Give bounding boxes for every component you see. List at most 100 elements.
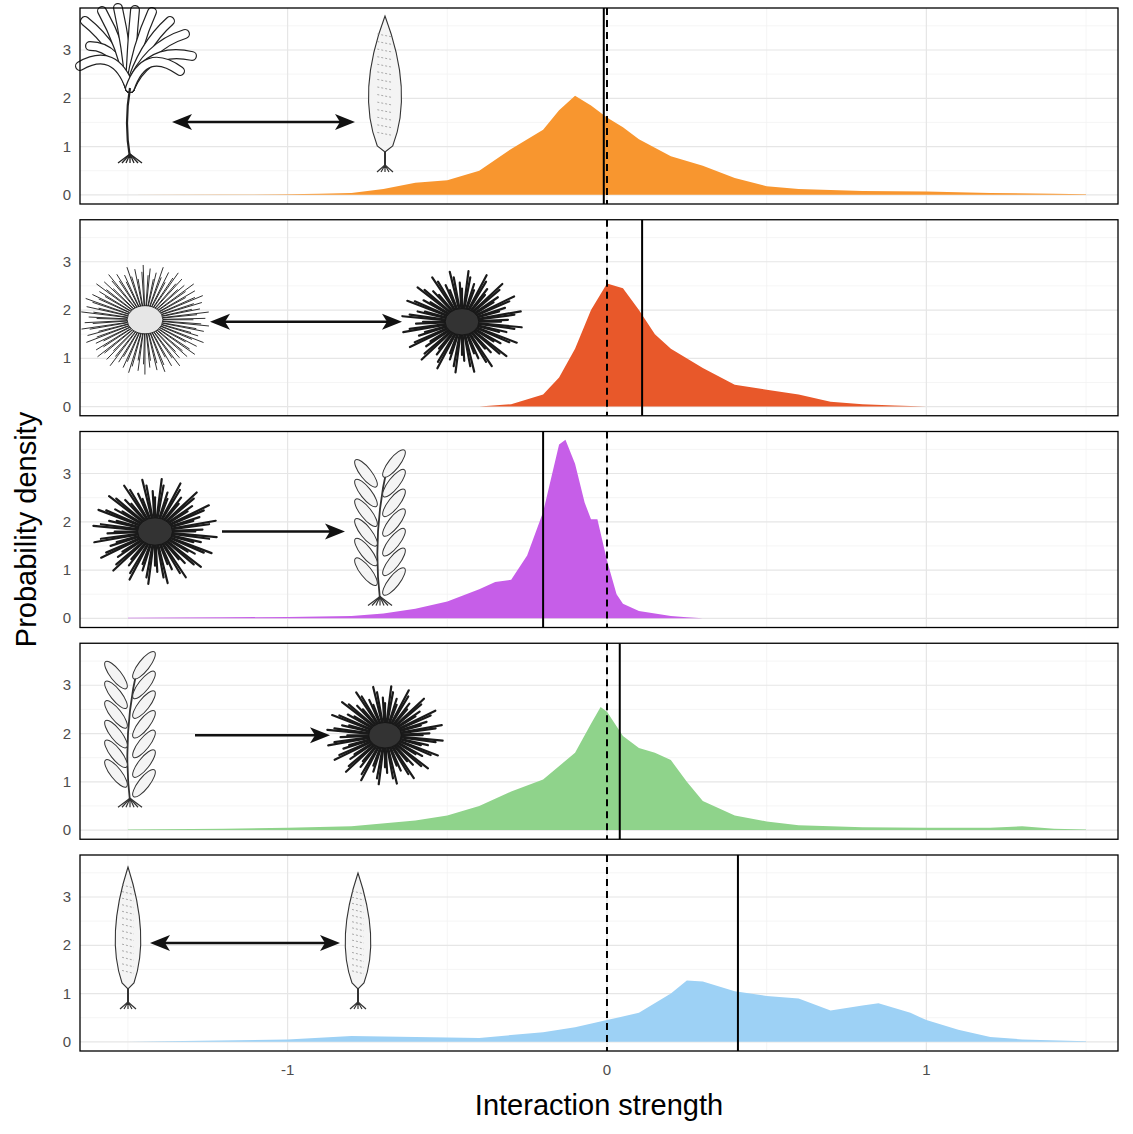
grid — [80, 855, 1118, 1051]
icon-spine — [156, 545, 158, 572]
icon-texture — [377, 42, 392, 45]
icon-spine — [477, 320, 508, 321]
icon-holdfast — [118, 798, 130, 807]
icon-spine — [170, 521, 216, 529]
grid-line-minor — [80, 285, 1118, 286]
icon-holdfast — [126, 798, 130, 807]
grid-line — [80, 473, 1118, 474]
icon-spine — [463, 334, 465, 360]
icon-texture — [352, 897, 364, 900]
icon-holdfast — [385, 165, 393, 172]
grid-line — [287, 220, 288, 416]
icon-arrow-head — [210, 314, 230, 330]
grid-line-minor — [1086, 643, 1087, 839]
icon-texture — [352, 916, 364, 919]
marks — [128, 855, 1086, 1051]
grid-line-minor — [1086, 432, 1087, 628]
icon-blade-lamina — [115, 867, 141, 989]
icon-texture — [377, 125, 392, 128]
icon-spine — [334, 737, 370, 742]
panel-frame — [80, 432, 1118, 628]
grid-line-minor — [766, 643, 767, 839]
grid-line — [287, 855, 288, 1051]
grid-line-minor — [80, 969, 1118, 970]
icon-texture — [352, 971, 364, 974]
icon-holdfast — [130, 154, 142, 163]
icon-spine — [465, 334, 474, 371]
icon-holdfast — [122, 154, 130, 163]
icon-spine — [158, 544, 167, 583]
icon-bushy-kelp — [80, 8, 192, 163]
icon-urchin — [82, 265, 209, 374]
y-tick-label: 1 — [63, 985, 71, 1002]
marks — [128, 8, 1086, 204]
icon-texture — [377, 132, 392, 135]
chart: 01230123012301230123-101Interaction stre… — [0, 0, 1133, 1134]
y-tick-label: 1 — [63, 561, 71, 578]
icon-frond-outline — [130, 34, 185, 88]
icon-spine — [377, 692, 383, 723]
icon-spine — [410, 324, 448, 329]
icon-frond-outline — [80, 60, 130, 88]
icon-branch-kelp — [351, 447, 409, 606]
icon-branch-kelp — [101, 648, 159, 807]
panel: 0123 — [63, 220, 1118, 416]
icon-spine — [153, 491, 155, 518]
icon-texture — [122, 964, 134, 967]
icon-spine — [384, 703, 386, 723]
icon-holdfast — [126, 154, 130, 163]
grid-line — [287, 643, 288, 839]
icon-texture — [377, 95, 392, 98]
icon-texture — [122, 970, 134, 973]
icon-texture — [377, 72, 392, 75]
grid-line — [80, 993, 1118, 994]
icon-spine — [170, 524, 209, 529]
icon-frond — [130, 54, 192, 88]
icon-spine — [477, 311, 521, 319]
grid-line-minor — [80, 709, 1118, 710]
icon-spine — [464, 334, 470, 366]
plot-background — [80, 8, 1118, 204]
icon-texture — [122, 931, 134, 934]
icon-arrow-head — [320, 935, 340, 951]
grid-line-minor — [1086, 220, 1087, 416]
icon-texture — [352, 959, 364, 962]
grid-line — [926, 220, 927, 416]
grid-line-minor — [447, 643, 448, 839]
icon-texture — [122, 898, 134, 901]
icon-spine — [154, 497, 156, 518]
icon-spine — [399, 725, 442, 733]
grid-line — [926, 432, 927, 628]
icon-spine — [416, 322, 447, 323]
icon-texture — [352, 946, 364, 949]
icon-texture — [352, 965, 364, 968]
icon-texture — [377, 64, 392, 67]
plot-background — [80, 643, 1118, 839]
grid-line — [80, 685, 1118, 686]
grid-line-minor — [80, 237, 1118, 238]
icon-spine — [403, 324, 447, 332]
icon-holdfast — [368, 597, 380, 606]
icon-spine — [450, 272, 459, 309]
grid-line-minor — [447, 855, 448, 1051]
grid — [80, 432, 1118, 628]
icon-leaf — [129, 648, 159, 682]
icon-holdfast — [128, 1002, 136, 1009]
icon-frond — [80, 60, 130, 88]
grid-line-minor — [766, 220, 767, 416]
icon-blade — [368, 16, 401, 172]
icon-texture — [352, 909, 364, 912]
plot-background — [80, 855, 1118, 1051]
icon-blade — [115, 867, 141, 1009]
icons — [93, 447, 408, 606]
y-tick-label: 3 — [63, 253, 71, 270]
y-tick-label: 3 — [63, 888, 71, 905]
grid-line — [80, 896, 1118, 897]
icon-spine — [388, 747, 397, 783]
icon-arrow-head — [325, 524, 345, 540]
y-tick-label: 0 — [63, 186, 71, 203]
grid-line-minor — [1086, 855, 1087, 1051]
y-tick-label: 0 — [63, 821, 71, 838]
grid-line — [80, 261, 1118, 262]
icon-arrow-head — [382, 314, 402, 330]
